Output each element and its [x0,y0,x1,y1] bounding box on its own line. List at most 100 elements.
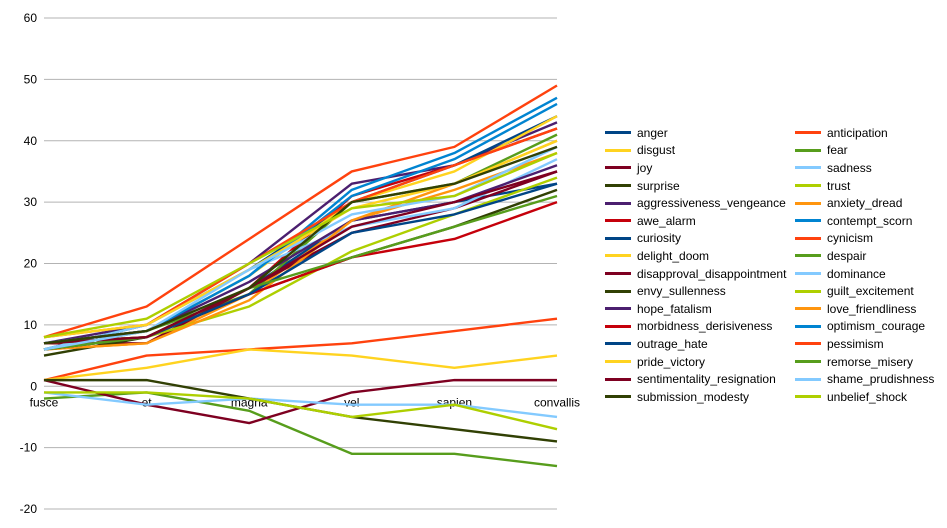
legend-item: curiosity [605,230,681,248]
legend-label: anger [637,125,668,140]
legend-item: disgust [605,142,675,160]
legend-swatch [605,148,631,152]
legend-label: envy_sullenness [637,284,726,299]
legend-item: fear [795,142,848,160]
legend-item: sadness [795,159,872,177]
legend-swatch [795,254,821,258]
y-tick-label: 50 [24,72,38,86]
legend-swatch [795,324,821,328]
y-tick-label: 0 [30,379,37,393]
legend-label: disgust [637,143,676,158]
legend-swatch [795,360,821,364]
y-tick-label: 30 [24,195,38,209]
legend-item: joy [605,159,652,177]
legend-item: pessimism [795,335,884,353]
legend-label: pride_victory [637,354,706,369]
legend-swatch [605,131,631,135]
x-tick-label: et [142,395,153,409]
legend-item: trust [795,177,850,195]
legend-label: cynicism [827,231,874,246]
legend-item: unbelief_shock [795,388,907,406]
legend-swatch [795,166,821,170]
legend-label: outrage_hate [637,336,708,351]
legend-swatch [795,131,821,135]
legend-label: hope_fatalism [637,301,712,316]
legend-label: remorse_misery [827,354,914,369]
legend-label: guilt_excitement [827,284,914,299]
legend-label: awe_alarm [637,213,696,228]
legend-swatch [795,148,821,152]
legend-label: unbelief_shock [827,389,908,404]
legend-item: anxiety_dread [795,194,902,212]
legend-swatch [795,201,821,205]
legend-label: pessimism [827,336,884,351]
y-tick-label: 60 [24,11,38,25]
legend-item: sentimentality_resignation [605,370,776,388]
y-axis-ticks: -20 -10 0 10 20 30 40 50 60 [20,11,38,516]
legend-swatch [795,377,821,381]
x-tick-label: vel [344,395,359,409]
legend-item: dominance [795,265,886,283]
legend-label: delight_doom [637,248,710,263]
legend-label: surprise [637,178,680,193]
legend-swatch [605,307,631,311]
legend-label: joy [637,160,653,175]
legend-item: aggressiveness_vengeance [605,194,786,212]
legend-label: despair [827,248,867,263]
legend-item: pride_victory [605,353,705,371]
legend-swatch [605,166,631,170]
legend-swatch [605,377,631,381]
legend-item: submission_modesty [605,388,749,406]
legend-swatch [795,307,821,311]
legend-item: love_friendliness [795,300,916,318]
legend-swatch [605,254,631,258]
series-line-contempt-scorn [43,96,558,345]
legend-item: shame_prudishness [795,370,934,388]
legend-label: curiosity [637,231,682,246]
series-line-sadness [43,391,558,419]
legend-label: morbidness_derisiveness [637,319,773,334]
legend-label: anxiety_dread [827,196,903,211]
series-line-anticipation [43,317,558,382]
legend-swatch [605,342,631,346]
legend-label: love_friendliness [827,301,917,316]
series-line-unbelief-shock [43,151,558,339]
legend-item: anger [605,124,668,142]
legend-swatch [605,272,631,276]
legend-swatch [795,395,821,399]
legend-swatch [605,236,631,240]
legend-swatch [605,201,631,205]
legend-item: disapproval_disappointment [605,265,786,283]
legend-label: anticipation [827,125,888,140]
y-tick-label: 40 [24,134,38,148]
y-tick-label: 10 [24,318,38,332]
legend-swatch [605,395,631,399]
legend-item: morbidness_derisiveness [605,318,772,336]
legend-item: optimism_courage [795,318,925,336]
series-line-cynicism [43,84,558,339]
legend-label: fear [827,143,848,158]
legend-item: outrage_hate [605,335,708,353]
legend-label: submission_modesty [637,389,750,404]
y-tick-label: 20 [24,257,38,271]
series-lines [43,84,558,468]
x-tick-label: convallis [534,395,580,409]
legend-item: contempt_scorn [795,212,912,230]
legend-swatch [795,272,821,276]
y-tick-label: -20 [20,502,38,516]
legend-item: awe_alarm [605,212,696,230]
legend-item: despair [795,247,866,265]
legend-label: trust [827,178,851,193]
legend-swatch [605,219,631,223]
legend-label: sentimentality_resignation [637,372,776,387]
legend-item: surprise [605,177,680,195]
legend-swatch [795,289,821,293]
legend-swatch [795,219,821,223]
legend-item: delight_doom [605,247,709,265]
legend-swatch [795,184,821,188]
legend-item: cynicism [795,230,873,248]
legend-item: guilt_excitement [795,282,914,300]
legend-item: remorse_misery [795,353,913,371]
legend-label: disapproval_disappointment [637,266,787,281]
